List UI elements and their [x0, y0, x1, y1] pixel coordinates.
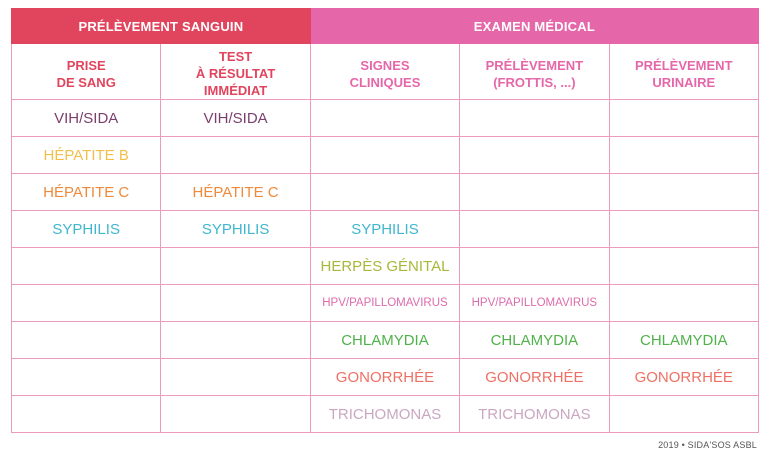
- table-cell: [160, 395, 311, 433]
- column-header-line: SIGNES: [360, 57, 410, 73]
- table-row: HÉPATITE C HÉPATITE C: [10, 173, 759, 211]
- table-cell: HERPÈS GÉNITAL: [309, 247, 461, 285]
- table-cell: SYPHILIS: [309, 210, 461, 248]
- table-cell: [608, 284, 759, 322]
- table-cell: [10, 284, 162, 322]
- table-cell: [309, 99, 461, 137]
- table-cell: CHLAMYDIA: [309, 321, 461, 359]
- group-header-medical-exam: EXAMEN MÉDICAL: [309, 8, 759, 44]
- table-row: CHLAMYDIA CHLAMYDIA CHLAMYDIA: [10, 321, 759, 359]
- column-header-line: PRÉLÈVEMENT: [635, 57, 733, 73]
- table-cell: [608, 395, 759, 433]
- table-cell: CHLAMYDIA: [459, 321, 610, 359]
- table-cell: [160, 284, 311, 322]
- column-header-clinical-signs: SIGNES CLINIQUES: [309, 43, 461, 100]
- table-cell: HÉPATITE B: [10, 136, 162, 174]
- table-cell: GONORRHÉE: [459, 358, 610, 396]
- table-cell: [608, 136, 759, 174]
- table-cell: [10, 358, 162, 396]
- column-header-line: À RÉSULTAT IMMÉDIAT: [195, 66, 276, 98]
- footer-credit: 2019 • SIDA'SOS ASBL: [658, 440, 757, 450]
- column-header-row: PRISE DE SANG TEST À RÉSULTAT IMMÉDIAT S…: [10, 43, 759, 100]
- table-cell: [608, 99, 759, 137]
- group-header-row: PRÉLÈVEMENT SANGUIN EXAMEN MÉDICAL: [11, 8, 759, 44]
- table-cell: HPV/PAPILLOMAVIRUS: [309, 284, 461, 322]
- column-header-line: PRISE: [66, 57, 106, 73]
- table-cell: VIH/SIDA: [160, 99, 311, 137]
- table-cell: TRICHOMONAS: [459, 395, 610, 433]
- table-cell: HÉPATITE C: [10, 173, 162, 211]
- table-cell: HÉPATITE C: [160, 173, 311, 211]
- table-row: VIH/SIDA VIH/SIDA: [10, 99, 759, 137]
- table-cell: GONORRHÉE: [608, 358, 759, 396]
- table-row: TRICHOMONAS TRICHOMONAS: [10, 395, 759, 433]
- column-header-blood-draw: PRISE DE SANG: [10, 43, 162, 100]
- table-cell: [160, 136, 311, 174]
- group-header-blood-sample: PRÉLÈVEMENT SANGUIN: [11, 8, 311, 44]
- table-cell: [309, 136, 461, 174]
- table-cell: [10, 321, 162, 359]
- table-cell: [459, 136, 610, 174]
- table-row: SYPHILIS SYPHILIS SYPHILIS: [10, 210, 759, 248]
- sti-test-table: PRÉLÈVEMENT SANGUIN EXAMEN MÉDICAL PRISE…: [10, 8, 759, 433]
- table-cell: VIH/SIDA: [10, 99, 162, 137]
- table-cell: SYPHILIS: [160, 210, 311, 248]
- table-cell: GONORRHÉE: [309, 358, 461, 396]
- table-cell: CHLAMYDIA: [608, 321, 759, 359]
- sti-test-table-container: PRÉLÈVEMENT SANGUIN EXAMEN MÉDICAL PRISE…: [10, 8, 759, 433]
- column-header-line: TEST: [218, 49, 253, 64]
- table-cell: TRICHOMONAS: [309, 395, 461, 433]
- table-row: HERPÈS GÉNITAL: [10, 247, 759, 285]
- column-header-line: (FROTTIS, ...): [493, 74, 576, 90]
- table-cell: HPV/PAPILLOMAVIRUS: [459, 284, 610, 322]
- column-header-swab-sample: PRÉLÈVEMENT (FROTTIS, ...): [459, 43, 610, 100]
- table-cell: [309, 173, 461, 211]
- table-cell: [10, 247, 162, 285]
- column-header-rapid-test: TEST À RÉSULTAT IMMÉDIAT: [160, 43, 311, 100]
- column-header-urine-sample: PRÉLÈVEMENT URINAIRE: [608, 43, 759, 100]
- table-cell: [459, 173, 610, 211]
- table-cell: [459, 247, 610, 285]
- table-cell: [459, 99, 610, 137]
- table-cell: [160, 247, 311, 285]
- table-cell: [608, 247, 759, 285]
- table-row: GONORRHÉE GONORRHÉE GONORRHÉE: [10, 358, 759, 396]
- table-cell: [160, 321, 311, 359]
- table-cell: [160, 358, 311, 396]
- table-row: HPV/PAPILLOMAVIRUS HPV/PAPILLOMAVIRUS: [10, 284, 759, 322]
- table-cell: [10, 395, 162, 433]
- column-header-line: PRÉLÈVEMENT: [485, 57, 584, 73]
- table-cell: [459, 210, 610, 248]
- table-body: VIH/SIDA VIH/SIDA HÉPATITE B HÉPATITE C HÉPA…: [10, 99, 759, 433]
- table-row: HÉPATITE B: [10, 136, 759, 174]
- column-header-line: DE SANG: [56, 74, 116, 90]
- column-header-line: CLINIQUES: [349, 74, 421, 90]
- table-cell: SYPHILIS: [10, 210, 162, 248]
- table-cell: [608, 173, 759, 211]
- table-cell: [608, 210, 759, 248]
- column-header-line: URINAIRE: [652, 74, 716, 90]
